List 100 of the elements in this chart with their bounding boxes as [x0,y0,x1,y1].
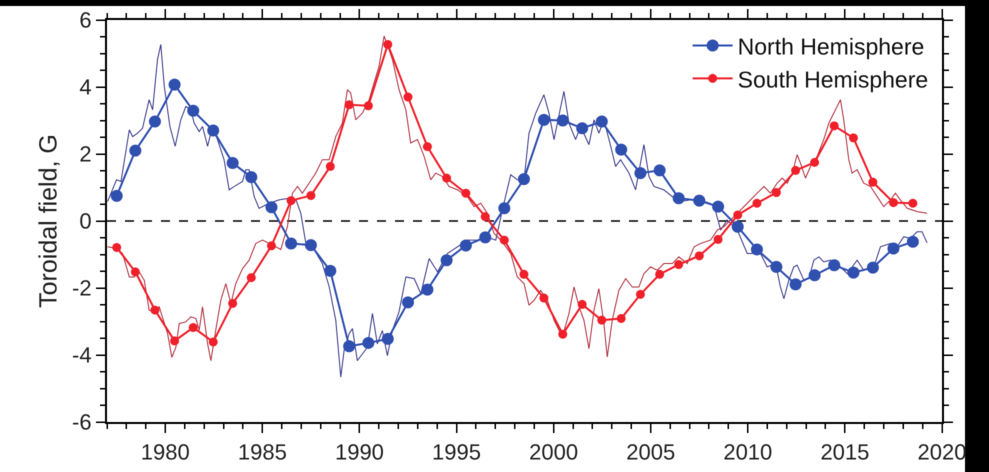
point [558,330,568,339]
point [188,323,198,332]
point [228,298,238,308]
point [830,121,839,130]
point [539,294,548,303]
point [208,337,218,346]
point [362,336,374,349]
y-tick-label: 6 [79,8,92,33]
point [403,92,412,102]
point [187,104,200,117]
point [112,242,122,252]
point [461,188,470,198]
point [750,243,763,256]
point [616,314,626,323]
point [402,296,414,308]
point [772,188,781,198]
x-tick-label: 1995 [432,439,482,464]
point [808,269,821,282]
point [285,237,298,250]
point [712,200,724,213]
point [596,116,608,128]
point [694,251,704,260]
point [150,306,160,315]
point [265,201,278,214]
point [226,157,239,170]
point [442,174,452,183]
point [752,198,762,208]
point [246,273,256,282]
x-tick-label: 2005 [626,439,676,464]
x-tick-label: 2015 [820,439,870,464]
point [266,241,276,250]
y-tick-label: 0 [79,208,92,234]
point [364,101,373,110]
point [421,284,434,296]
point [304,239,317,252]
point [810,158,820,167]
point [306,191,316,200]
point [906,236,919,248]
point [654,164,666,176]
point [597,316,606,325]
point [887,242,900,254]
point [422,142,432,152]
point [732,220,744,233]
legend-label: North Hemisphere [738,33,924,60]
point [480,212,490,222]
point [343,340,356,352]
point [790,278,802,290]
point [110,190,123,202]
point [129,144,142,157]
point [578,300,587,309]
point [636,290,645,299]
point [170,336,180,346]
x-tick-label: 1990 [334,439,384,464]
point [519,270,528,279]
point [344,100,354,110]
point [556,114,569,126]
point [866,262,879,274]
point [791,166,800,175]
x-tick-label: 1985 [238,439,287,464]
point [500,236,509,245]
x-tick-label: 2010 [723,439,772,464]
point [440,254,453,266]
point [693,194,706,207]
point [382,332,394,345]
point [714,234,723,244]
point [498,202,510,214]
point [324,264,336,277]
point [868,178,878,187]
x-tick-label: 1980 [140,439,190,464]
point [207,124,220,137]
point [828,259,840,272]
y-tick-label: -6 [72,410,92,435]
y-tick-label: 2 [79,142,92,167]
y-tick-label: 4 [79,74,92,100]
point [634,167,646,180]
point [770,260,782,273]
point [672,192,685,204]
point [168,78,181,91]
y-tick-label: -4 [72,342,92,368]
point [848,133,858,142]
point [615,144,628,156]
point [383,40,392,49]
legend-label: South Hemisphere [738,66,928,92]
point [733,210,742,220]
point [479,231,492,244]
point [130,267,140,276]
point [847,266,860,279]
point [460,239,472,252]
point [655,270,664,279]
point [674,260,684,270]
point [148,116,161,128]
point [576,122,588,134]
point [245,171,258,184]
point [888,198,898,208]
y-axis-title: Toroidal field, G [34,134,62,308]
point [286,196,296,206]
point [538,114,550,126]
point [518,173,530,186]
point [326,162,335,171]
x-tick-label: 2000 [529,439,578,464]
